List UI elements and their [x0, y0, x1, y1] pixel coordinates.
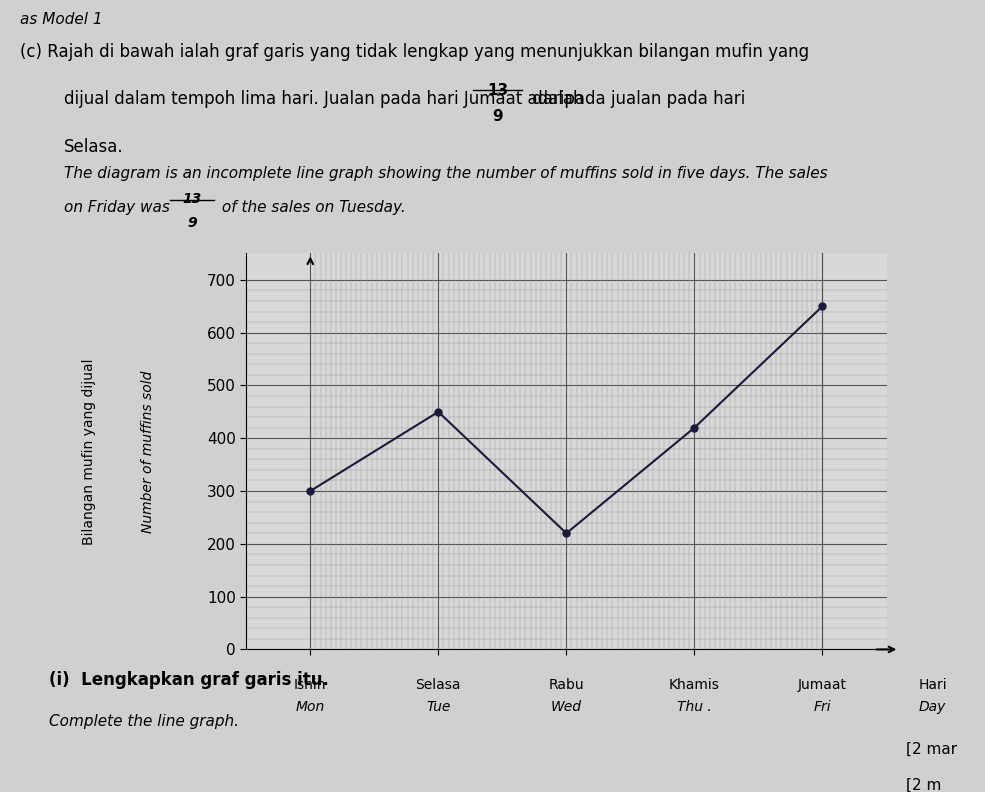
Text: [2 mar: [2 mar — [906, 742, 957, 757]
Text: daripada jualan pada hari: daripada jualan pada hari — [527, 90, 746, 109]
Text: Fri: Fri — [814, 699, 831, 714]
Text: Complete the line graph.: Complete the line graph. — [49, 714, 239, 729]
Text: dijual dalam tempoh lima hari. Jualan pada hari Jumaat adalah: dijual dalam tempoh lima hari. Jualan pa… — [64, 90, 589, 109]
Text: Selasa: Selasa — [416, 679, 461, 692]
Text: (i)  Lengkapkan graf garis itu.: (i) Lengkapkan graf garis itu. — [49, 671, 329, 689]
Text: The diagram is an incomplete line graph showing the number of muffins sold in fi: The diagram is an incomplete line graph … — [64, 166, 827, 181]
Text: (c) Rajah di bawah ialah graf garis yang tidak lengkap yang menunjukkan bilangan: (c) Rajah di bawah ialah graf garis yang… — [20, 43, 809, 61]
Text: Khamis: Khamis — [669, 679, 720, 692]
Text: 9: 9 — [187, 216, 197, 230]
Text: on Friday was: on Friday was — [64, 200, 174, 215]
Text: 9: 9 — [492, 109, 502, 124]
Text: Hari: Hari — [919, 679, 948, 692]
Text: Day: Day — [919, 699, 946, 714]
Text: Thu .: Thu . — [677, 699, 712, 714]
Text: Isnin: Isnin — [295, 679, 326, 692]
Text: 13: 13 — [182, 192, 202, 207]
Text: [2 m: [2 m — [906, 778, 942, 792]
Text: Bilangan mufin yang dijual: Bilangan mufin yang dijual — [82, 358, 96, 545]
Text: Jumaat: Jumaat — [798, 679, 847, 692]
Text: Tue: Tue — [427, 699, 450, 714]
Text: Wed: Wed — [551, 699, 582, 714]
Text: Number of muffins sold: Number of muffins sold — [141, 370, 155, 533]
Text: of the sales on Tuesday.: of the sales on Tuesday. — [217, 200, 406, 215]
Text: Selasa.: Selasa. — [64, 138, 124, 156]
Text: 13: 13 — [487, 83, 508, 98]
Text: Rabu: Rabu — [549, 679, 584, 692]
Text: Mon: Mon — [296, 699, 325, 714]
Text: as Model 1: as Model 1 — [20, 12, 102, 27]
